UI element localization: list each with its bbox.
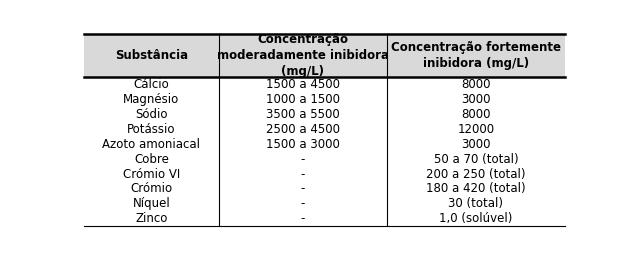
Text: Potássio: Potássio — [127, 123, 175, 136]
Text: Crómio VI: Crómio VI — [123, 168, 180, 181]
Bar — [218, 34, 387, 77]
Text: -: - — [301, 182, 305, 195]
Text: Magnésio: Magnésio — [123, 93, 180, 106]
Text: -: - — [301, 153, 305, 166]
Text: -: - — [301, 212, 305, 225]
Text: 30 (total): 30 (total) — [448, 197, 503, 210]
Text: 8000: 8000 — [461, 108, 491, 121]
Text: 200 a 250 (total): 200 a 250 (total) — [426, 168, 525, 181]
Text: Concentração fortemente
inibidora (mg/L): Concentração fortemente inibidora (mg/L) — [391, 41, 561, 70]
Text: Concentração
moderadamente inibidora
(mg/L): Concentração moderadamente inibidora (mg… — [216, 34, 389, 78]
Bar — [387, 34, 565, 77]
Text: 8000: 8000 — [461, 78, 491, 91]
Text: Cálcio: Cálcio — [134, 78, 169, 91]
Text: 3000: 3000 — [461, 93, 491, 106]
Text: 1500 a 4500: 1500 a 4500 — [266, 78, 340, 91]
Text: 180 a 420 (total): 180 a 420 (total) — [426, 182, 525, 195]
Text: -: - — [301, 168, 305, 181]
Text: 12000: 12000 — [457, 123, 494, 136]
Text: 1,0 (solúvel): 1,0 (solúvel) — [439, 212, 513, 225]
Text: 3000: 3000 — [461, 138, 491, 151]
Bar — [84, 34, 218, 77]
Text: 1000 a 1500: 1000 a 1500 — [266, 93, 340, 106]
Text: Zinco: Zinco — [135, 212, 168, 225]
Text: Crómio: Crómio — [130, 182, 172, 195]
Text: 2500 a 4500: 2500 a 4500 — [266, 123, 340, 136]
Text: 50 a 70 (total): 50 a 70 (total) — [434, 153, 518, 166]
Text: 3500 a 5500: 3500 a 5500 — [266, 108, 340, 121]
Text: Substância: Substância — [115, 50, 188, 62]
Text: 1500 a 3000: 1500 a 3000 — [266, 138, 340, 151]
Text: -: - — [301, 197, 305, 210]
Text: Níquel: Níquel — [132, 197, 170, 210]
Text: Cobre: Cobre — [134, 153, 169, 166]
Text: Azoto amoniacal: Azoto amoniacal — [103, 138, 200, 151]
Text: Sódio: Sódio — [135, 108, 168, 121]
